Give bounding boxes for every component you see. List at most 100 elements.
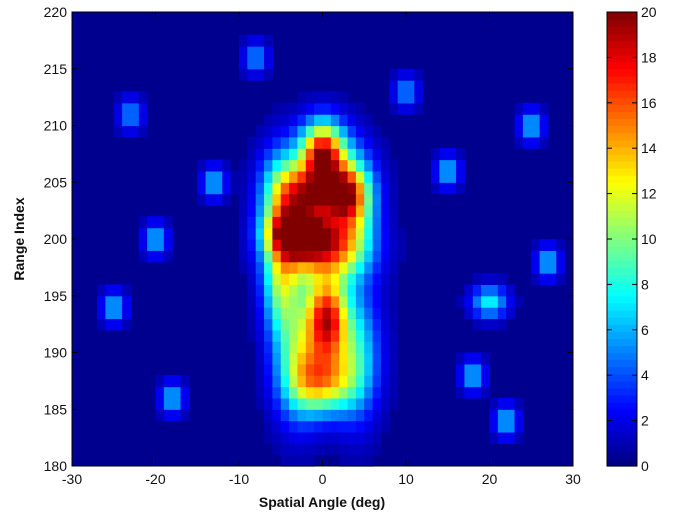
heatmap-cell — [213, 159, 223, 172]
heatmap-cell — [355, 193, 365, 206]
heatmap-cell — [138, 91, 148, 104]
colorbar-band — [607, 395, 637, 403]
heatmap-cell — [364, 375, 374, 388]
heatmap-cell — [255, 273, 265, 285]
heatmap-cell — [289, 443, 299, 456]
colorbar-band — [607, 97, 637, 105]
heatmap-cell — [222, 159, 232, 172]
colorbar-tick-label: 0 — [641, 458, 649, 474]
heatmap-cell — [372, 363, 382, 376]
heatmap-cell — [380, 239, 390, 251]
colorbar-band — [607, 309, 637, 318]
heatmap-cell — [389, 329, 399, 342]
colorbar-band — [607, 111, 637, 119]
heatmap-cell — [305, 182, 315, 195]
heatmap-cell — [522, 102, 532, 115]
heatmap-cell — [297, 431, 307, 444]
heatmap-cell — [339, 250, 349, 263]
heatmap-cell — [355, 227, 365, 240]
heatmap-cell — [172, 409, 182, 422]
heatmap-cell — [372, 443, 382, 456]
heatmap-cell — [364, 159, 374, 172]
heatmap-cell — [522, 114, 532, 127]
heatmap-cell — [489, 295, 499, 308]
x-axis-ticks: -30 -20 -10 0 10 20 30 — [62, 12, 581, 487]
y-tick-label: 220 — [44, 4, 68, 20]
heatmap-cell — [247, 250, 257, 263]
heatmap-cell — [355, 375, 365, 388]
heatmap-cell — [272, 114, 282, 127]
heatmap-cell — [247, 193, 257, 206]
heatmap-cell — [272, 363, 282, 376]
colorbar-tick-label: 20 — [641, 4, 657, 20]
heatmap-cell — [330, 182, 340, 195]
heatmap-cell — [330, 307, 340, 320]
heatmap-cell — [347, 182, 357, 195]
heatmap-cell — [355, 397, 365, 410]
heatmap-cell — [322, 114, 332, 127]
heatmap-cell — [155, 250, 165, 263]
heatmap-cell — [272, 204, 282, 217]
heatmap-cell — [372, 273, 382, 285]
colorbar-band — [607, 210, 637, 219]
heatmap-cell — [389, 397, 399, 410]
colorbar-band — [607, 12, 637, 20]
heatmap-cell — [364, 409, 374, 422]
heatmap-cell — [464, 284, 474, 297]
heatmap-cell — [239, 216, 248, 229]
heatmap-cell — [314, 125, 324, 138]
heatmap-cell — [305, 102, 315, 115]
heatmap-cell — [289, 375, 299, 388]
heatmap-cell — [389, 193, 399, 206]
heatmap-cell — [297, 386, 307, 399]
heatmap-cell — [305, 273, 315, 285]
colorbar-band — [607, 26, 637, 34]
heatmap-cell — [272, 375, 282, 388]
heatmap-cell — [355, 102, 365, 115]
colorbar-band — [607, 317, 637, 325]
heatmap-cell — [489, 273, 499, 285]
heatmap-cell — [247, 136, 257, 149]
heatmap-cell — [138, 125, 148, 138]
heatmap-cell — [113, 295, 123, 308]
heatmap-cell — [447, 148, 457, 161]
heatmap-cell — [322, 318, 332, 331]
colorbar-tick-label: 12 — [641, 186, 657, 202]
heatmap-cell — [322, 261, 332, 274]
heatmap-cell — [347, 136, 357, 149]
colorbar-band — [607, 246, 637, 254]
heatmap-cell — [163, 239, 173, 251]
heatmap-cell — [222, 182, 232, 195]
heatmap-cell — [272, 250, 282, 263]
colorbar-band — [607, 47, 637, 56]
heatmap-cell — [339, 182, 349, 195]
heatmap-cell — [247, 295, 257, 308]
heatmap-cell — [539, 261, 549, 274]
heatmap-cell — [297, 420, 307, 433]
heatmap-cell — [264, 57, 273, 70]
x-tick-label: 30 — [565, 471, 581, 487]
heatmap-cell — [355, 409, 365, 422]
heatmap-cell — [364, 216, 374, 229]
heatmap-cell — [481, 352, 491, 365]
heatmap-cell — [539, 239, 549, 251]
heatmap-cell — [339, 91, 349, 104]
heatmap-cell — [289, 239, 299, 251]
heatmap-cell — [305, 136, 315, 149]
heatmap-cell — [431, 182, 440, 195]
heatmap-cell — [130, 114, 140, 127]
heatmap-cell — [339, 159, 349, 172]
heatmap-cell — [264, 46, 273, 58]
y-axis-label: Range Index — [11, 197, 27, 280]
heatmap-cell — [497, 431, 507, 444]
heatmap-cell — [472, 284, 482, 297]
heatmap-cell — [456, 295, 466, 308]
heatmap-cell — [322, 409, 332, 422]
heatmap-cell — [239, 193, 248, 206]
heatmap-cell — [322, 91, 332, 104]
heatmap-cell — [297, 329, 307, 342]
heatmap-cell — [314, 182, 324, 195]
colorbar-band — [607, 437, 637, 446]
heatmap-cell — [222, 193, 232, 206]
heatmap-cell — [255, 295, 265, 308]
